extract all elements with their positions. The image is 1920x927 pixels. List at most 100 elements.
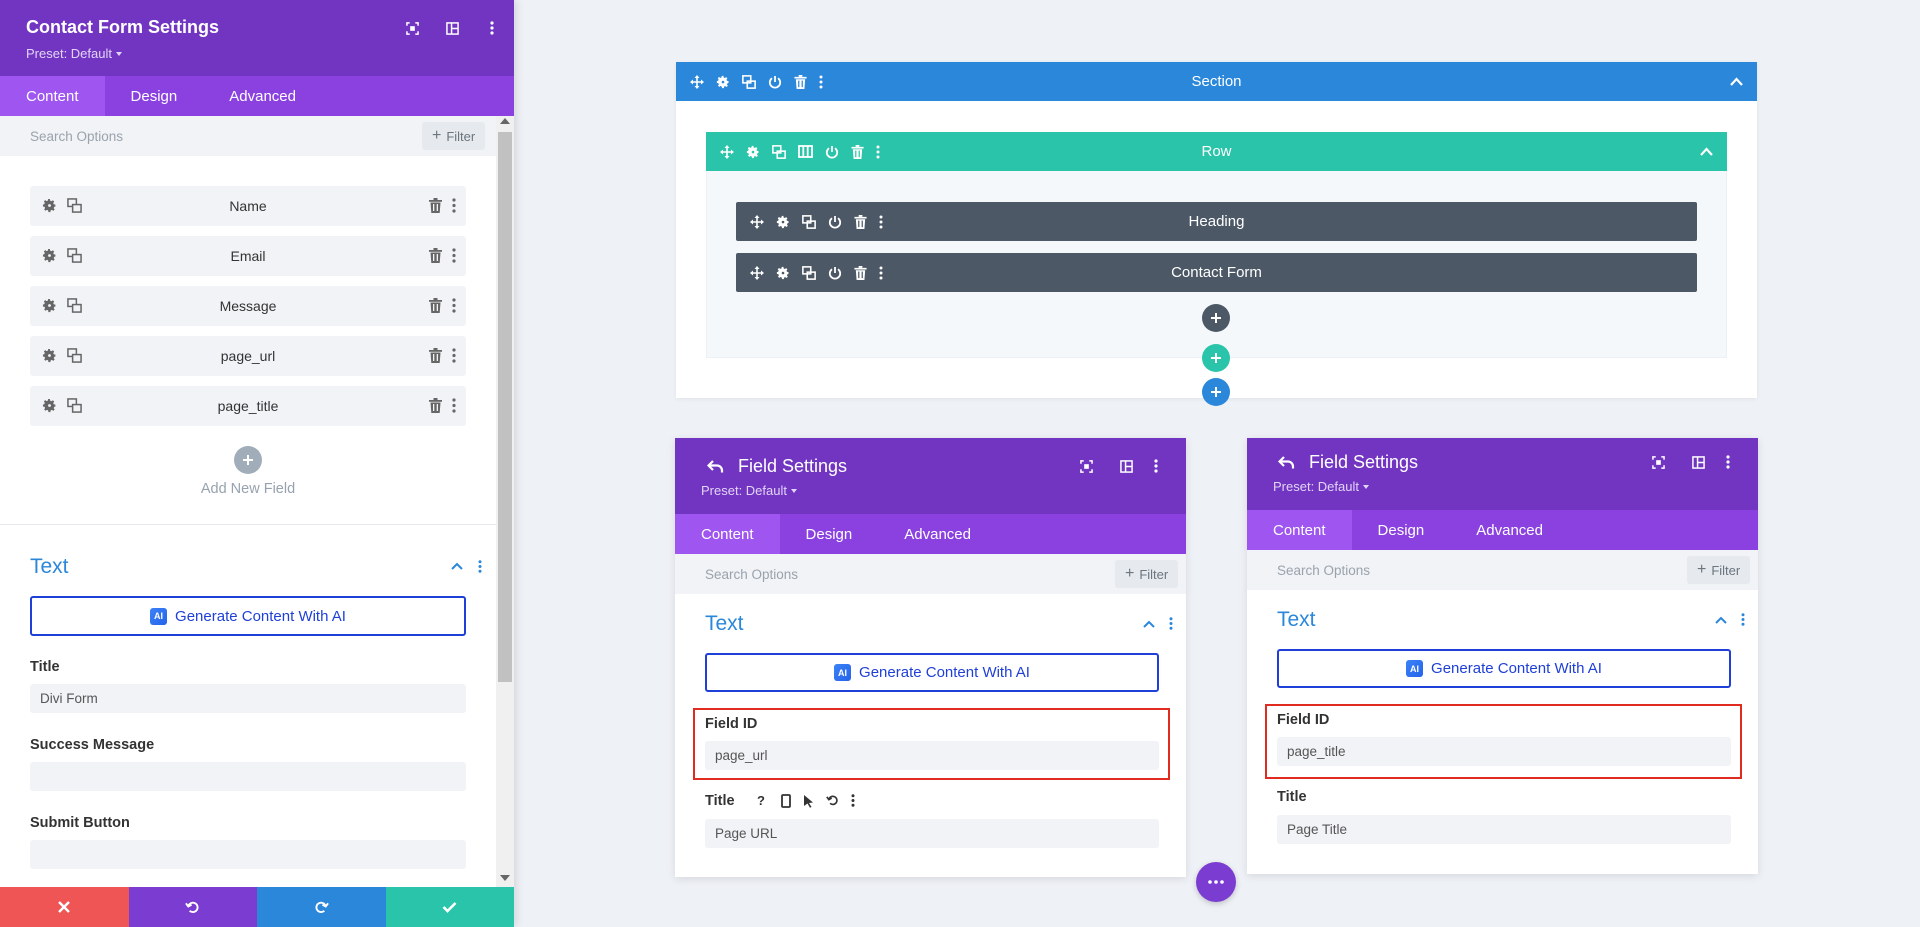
tab-advanced[interactable]: Advanced — [904, 525, 971, 543]
generate-ai-button[interactable]: AI Generate Content With AI — [30, 596, 466, 636]
duplicate-icon[interactable] — [67, 248, 82, 263]
gear-icon[interactable] — [716, 75, 730, 89]
scroll-up-icon[interactable] — [500, 118, 510, 124]
more-icon[interactable] — [1169, 617, 1173, 630]
filter-button[interactable]: + Filter — [1115, 560, 1179, 588]
chevron-up-icon[interactable] — [1715, 616, 1727, 624]
more-icon[interactable] — [1741, 613, 1745, 626]
more-icon[interactable] — [452, 248, 456, 263]
title-input[interactable]: Divi Form — [30, 684, 466, 713]
scrollbar-thumb[interactable] — [498, 132, 512, 682]
filter-button[interactable]: + Filter — [422, 122, 486, 150]
more-icon[interactable] — [452, 348, 456, 363]
add-module-button[interactable] — [1202, 304, 1230, 332]
text-section-title[interactable]: Text — [705, 612, 744, 635]
filter-button[interactable]: + Filter — [1687, 556, 1751, 584]
more-options-icon[interactable] — [1718, 450, 1738, 474]
gear-icon[interactable] — [746, 145, 760, 159]
split-view-icon[interactable] — [1678, 450, 1718, 474]
more-icon[interactable] — [879, 215, 883, 229]
trash-icon[interactable] — [794, 74, 807, 89]
list-item[interactable]: page_url — [30, 336, 466, 376]
add-new-field-button[interactable] — [234, 446, 262, 474]
split-view-icon[interactable] — [432, 16, 472, 40]
expand-icon[interactable] — [1638, 450, 1678, 474]
tab-advanced[interactable]: Advanced — [229, 87, 296, 105]
tab-content[interactable]: Content — [675, 514, 780, 554]
trash-icon[interactable] — [429, 248, 442, 263]
power-icon[interactable] — [828, 215, 842, 229]
gear-icon[interactable] — [42, 348, 57, 363]
expand-icon[interactable] — [1066, 454, 1106, 478]
more-icon[interactable] — [819, 75, 823, 89]
trash-icon[interactable] — [854, 265, 867, 280]
section-bar[interactable]: Section — [676, 62, 1757, 101]
gear-icon[interactable] — [42, 298, 57, 313]
scrollbar[interactable] — [496, 116, 514, 887]
more-options-icon[interactable] — [472, 16, 512, 40]
columns-icon[interactable] — [798, 145, 813, 158]
back-arrow-icon[interactable] — [1278, 455, 1295, 470]
list-item[interactable]: Name — [30, 186, 466, 226]
preset-dropdown[interactable]: Preset: Default — [1273, 479, 1369, 494]
chevron-up-icon[interactable] — [451, 562, 463, 570]
list-item[interactable]: Message — [30, 286, 466, 326]
gear-icon[interactable] — [42, 398, 57, 413]
help-icon[interactable]: ? — [757, 793, 765, 808]
chevron-up-icon[interactable] — [1730, 77, 1743, 86]
trash-icon[interactable] — [854, 214, 867, 229]
more-icon[interactable] — [879, 266, 883, 280]
duplicate-icon[interactable] — [742, 74, 756, 89]
more-icon[interactable] — [452, 298, 456, 313]
search-input[interactable]: Search Options — [30, 128, 124, 144]
duplicate-icon[interactable] — [67, 198, 82, 213]
chevron-up-icon[interactable] — [1700, 147, 1713, 156]
more-icon[interactable] — [876, 145, 880, 159]
row-bar[interactable]: Row — [706, 132, 1727, 171]
more-icon[interactable] — [452, 198, 456, 213]
search-input[interactable]: Search Options — [1277, 562, 1371, 578]
duplicate-icon[interactable] — [67, 298, 82, 313]
preset-dropdown[interactable]: Preset: Default — [26, 46, 122, 61]
gear-icon[interactable] — [776, 215, 790, 229]
scroll-down-icon[interactable] — [500, 875, 510, 881]
module-contact-form[interactable]: Contact Form — [736, 253, 1697, 292]
field-id-input[interactable]: page_url — [705, 741, 1159, 770]
expand-icon[interactable] — [392, 16, 432, 40]
mobile-icon[interactable] — [781, 793, 791, 808]
move-icon[interactable] — [750, 265, 764, 280]
undo-button[interactable] — [128, 887, 257, 927]
trash-icon[interactable] — [429, 298, 442, 313]
add-row-button[interactable] — [1202, 344, 1230, 372]
duplicate-icon[interactable] — [802, 214, 816, 229]
list-item[interactable]: page_title — [30, 386, 466, 426]
generate-ai-button[interactable]: AI Generate Content With AI — [1277, 649, 1731, 688]
title-input[interactable]: Page Title — [1277, 815, 1731, 844]
move-icon[interactable] — [690, 74, 704, 89]
tab-advanced[interactable]: Advanced — [1476, 521, 1543, 539]
search-input[interactable]: Search Options — [705, 566, 799, 582]
chevron-up-icon[interactable] — [1143, 620, 1155, 628]
more-icon[interactable] — [851, 794, 855, 807]
cursor-icon[interactable] — [803, 794, 814, 808]
power-icon[interactable] — [828, 266, 842, 280]
submit-button-input[interactable] — [30, 840, 466, 869]
add-section-button[interactable] — [1202, 378, 1230, 406]
title-input[interactable]: Page URL — [705, 819, 1159, 848]
move-icon[interactable] — [750, 214, 764, 229]
duplicate-icon[interactable] — [67, 348, 82, 363]
gear-icon[interactable] — [42, 198, 57, 213]
text-section-title[interactable]: Text — [1277, 608, 1316, 631]
field-id-input[interactable]: page_title — [1277, 737, 1731, 766]
gear-icon[interactable] — [776, 266, 790, 280]
move-icon[interactable] — [720, 144, 734, 159]
more-options-icon[interactable] — [1146, 454, 1166, 478]
split-view-icon[interactable] — [1106, 454, 1146, 478]
text-section-title[interactable]: Text — [30, 555, 69, 578]
power-icon[interactable] — [768, 75, 782, 89]
preset-dropdown[interactable]: Preset: Default — [701, 483, 797, 498]
success-message-input[interactable] — [30, 762, 466, 791]
trash-icon[interactable] — [429, 348, 442, 363]
module-heading[interactable]: Heading — [736, 202, 1697, 241]
duplicate-icon[interactable] — [802, 265, 816, 280]
